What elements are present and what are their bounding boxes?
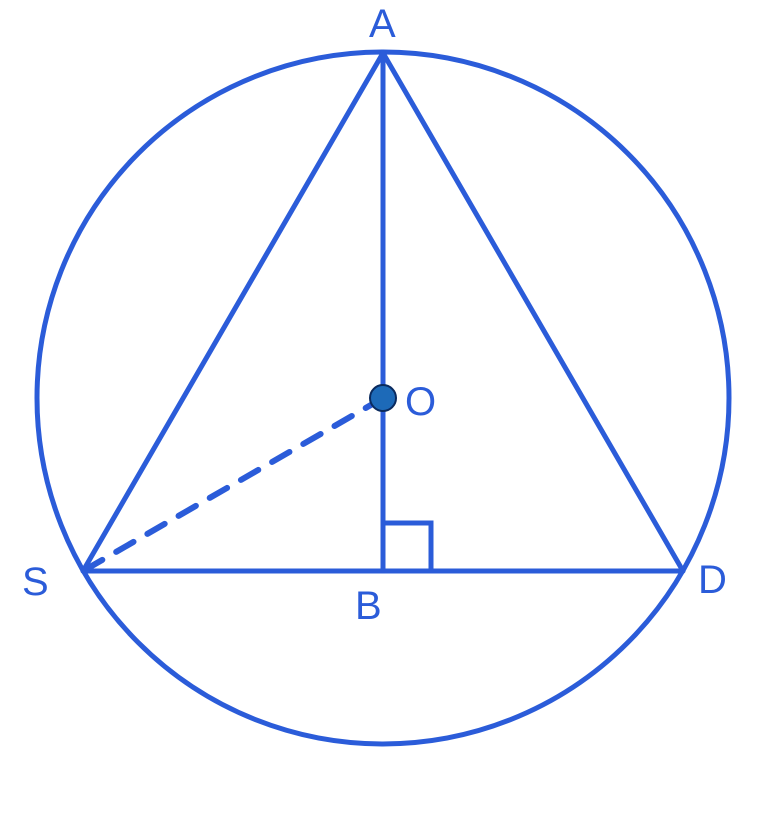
right-angle-marker [383, 523, 431, 571]
label-B: B [355, 584, 382, 629]
label-A: A [369, 2, 396, 47]
label-O: O [405, 380, 436, 425]
label-S: S [22, 560, 49, 605]
center-point-O [370, 385, 396, 411]
geometry-diagram [0, 0, 766, 814]
line-OS-dashed [83, 398, 383, 571]
line-AS [83, 53, 383, 571]
label-D: D [698, 558, 727, 603]
line-AD [383, 53, 683, 571]
